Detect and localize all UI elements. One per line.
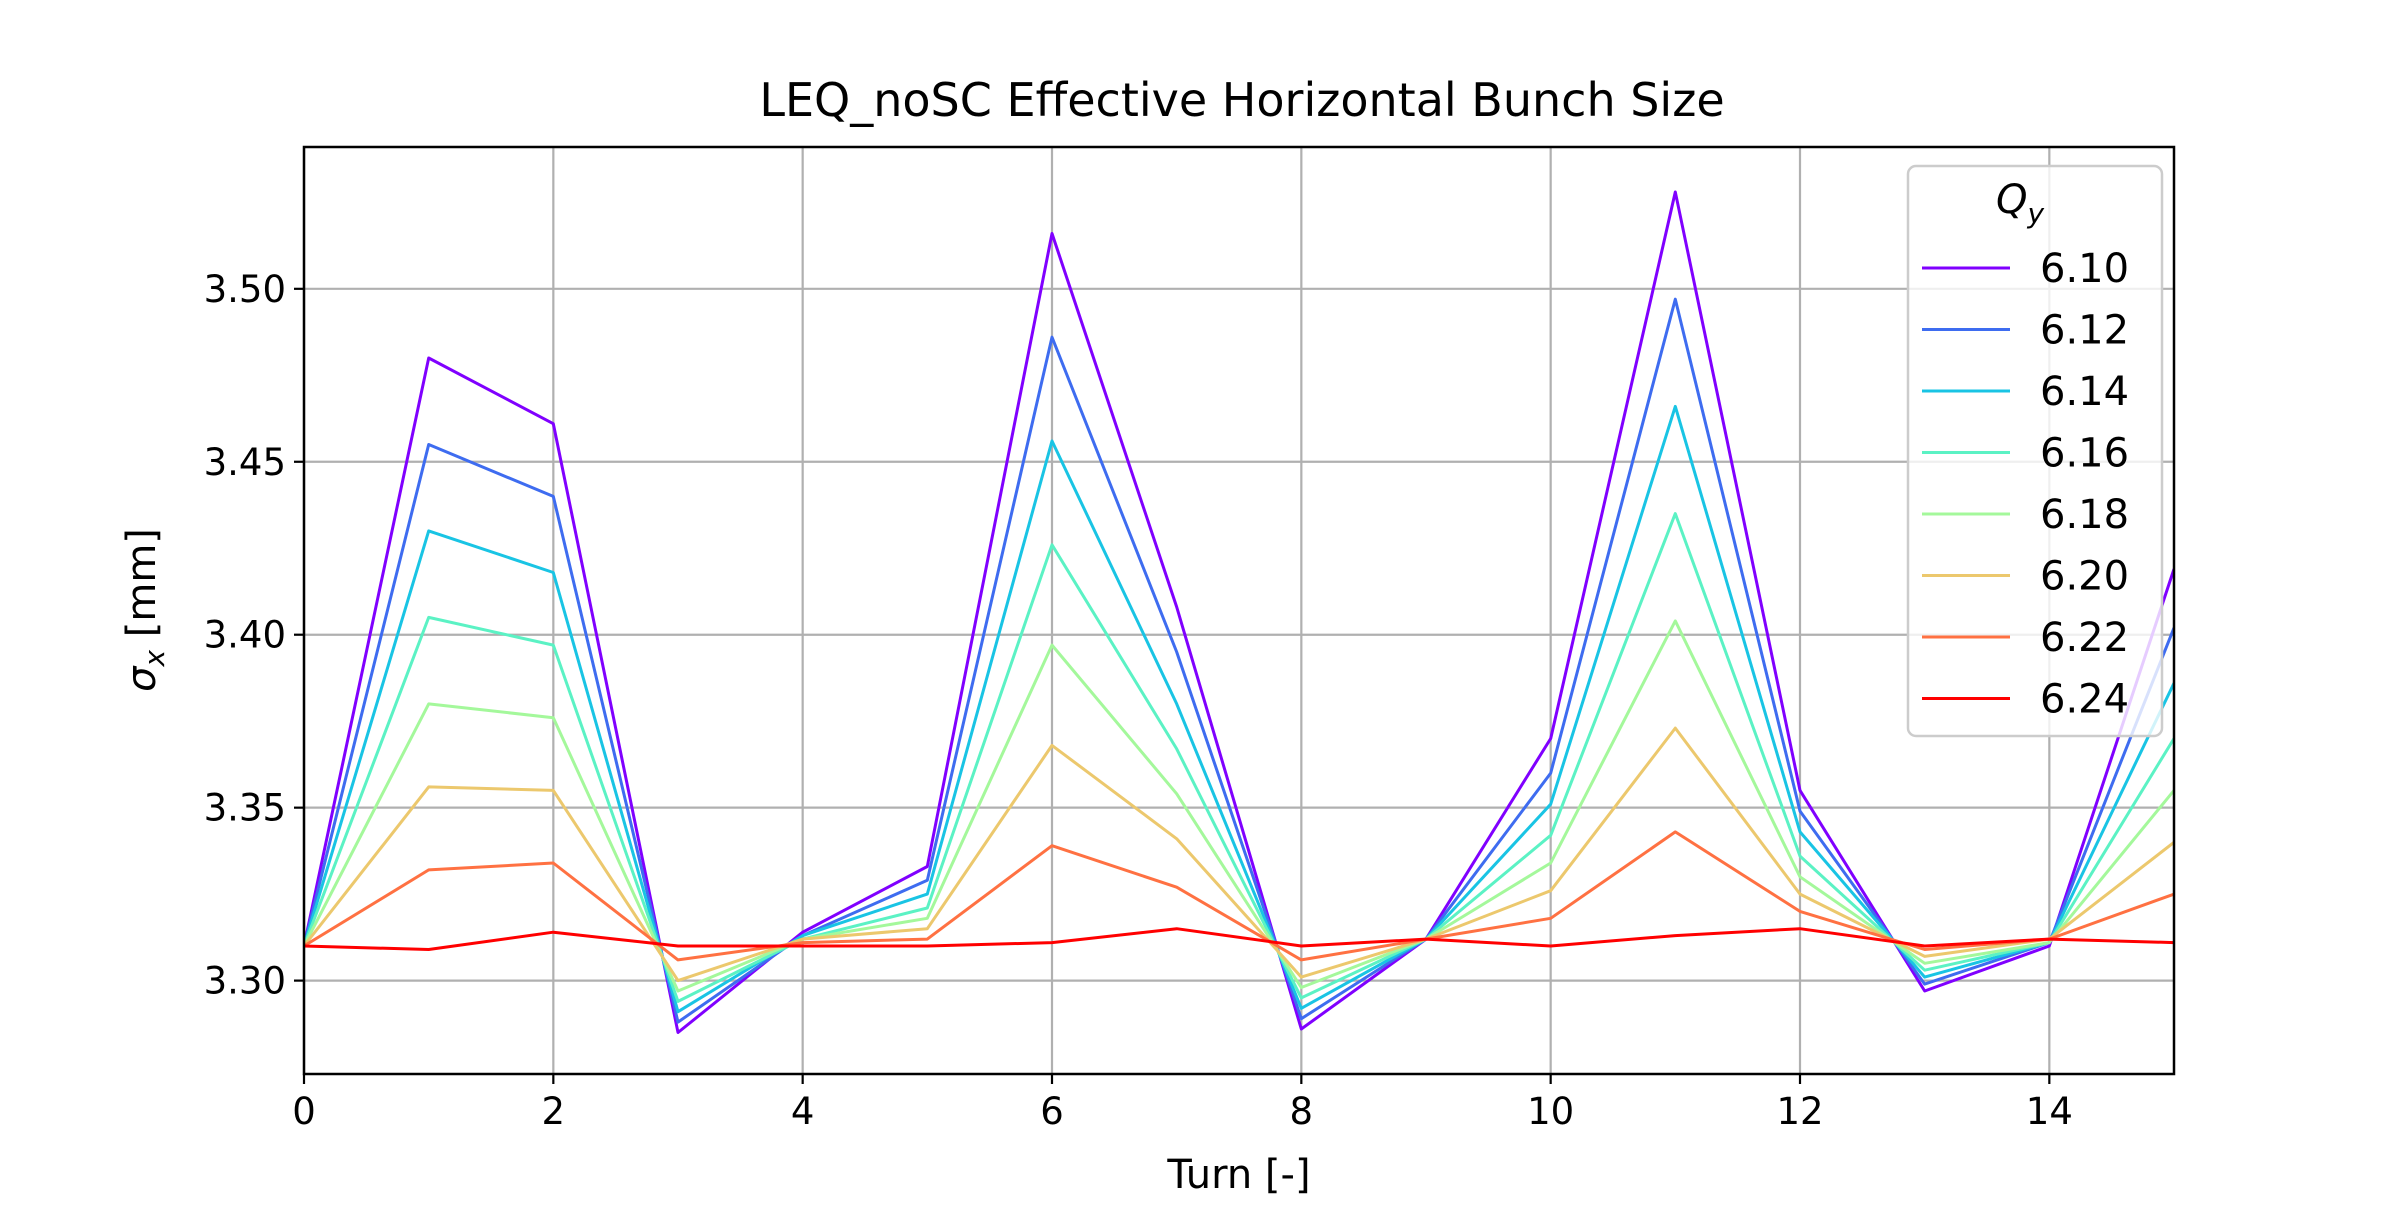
legend-items: 6.10 6.12 6.14 6.16 6.18 6.20 6.22 6.24 [1922,246,2129,723]
x-tick-label: 10 [1527,1090,1574,1133]
y-tick-label: 3.30 [204,960,286,1003]
y-axis-label: σx [mm] [119,528,171,692]
x-axis-label: Turn [-] [1166,1152,1310,1198]
plot-frame [302,145,2176,1076]
series-line-6.22 [304,830,2174,962]
legend-label: 6.10 [2040,246,2129,292]
legend-label: 6.14 [2040,369,2129,415]
chart-title: LEQ_noSC Effective Horizontal Bunch Size [759,73,1724,127]
legend-title-symbol: Q [1996,177,2027,223]
legend-label: 6.18 [2040,492,2129,538]
y-axis-subscript: x [138,650,171,668]
series-line-6.14 [304,404,2174,1014]
legend-label: 6.16 [2040,431,2129,477]
x-tick-label: 0 [292,1090,316,1133]
y-tick-label: 3.35 [204,787,286,830]
legend-label: 6.12 [2040,308,2129,354]
x-tick-label: 4 [791,1090,815,1133]
legend-label: 6.20 [2040,554,2129,600]
series-line-6.16 [304,512,2174,1003]
series-line-6.10 [304,190,2174,1034]
data-series [304,190,2174,1034]
series-line-6.24 [304,927,2174,951]
legend: Qy 6.10 6.12 6.14 6.16 6.18 6.20 6.22 6.24 [1906,164,2164,738]
x-tick-label: 12 [1776,1090,1823,1133]
legend-title: Qy [1996,177,2044,230]
y-tick-label: 3.45 [204,441,286,484]
series-line-6.20 [304,726,2174,983]
y-axis-unit: [mm] [119,528,165,650]
x-tick-label: 2 [542,1090,566,1133]
x-tick-label: 6 [1040,1090,1064,1133]
y-tick-label: 3.50 [204,268,286,311]
series-line-6.18 [304,619,2174,993]
legend-label: 6.22 [2040,615,2129,661]
y-tick-label: 3.40 [204,614,286,657]
axis-ticks: 0 2 4 6 8 10 12 14 3.30 3.35 3.40 3.45 3.50 [204,268,2073,1133]
legend-box [1906,164,2164,738]
x-tick-label: 14 [2026,1090,2073,1133]
grid-lines [302,147,2174,1074]
legend-title-subscript: y [2026,197,2044,230]
legend-label: 6.24 [2040,677,2129,723]
y-axis-symbol: σ [119,665,165,692]
x-tick-label: 8 [1290,1090,1314,1133]
series-line-6.12 [304,297,2174,1024]
